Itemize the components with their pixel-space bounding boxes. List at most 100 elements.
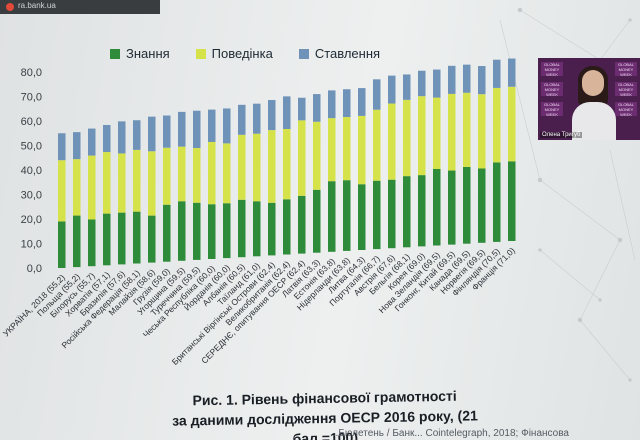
bar-segment-behaviour — [388, 103, 396, 180]
bar-segment-attitude — [328, 90, 336, 119]
bar-segment-behaviour — [118, 153, 126, 213]
bar-segment-behaviour — [58, 160, 66, 222]
tab-label: ra.bank.ua — [18, 1, 56, 10]
bar-segment-behaviour — [208, 141, 216, 205]
speaker-image — [572, 66, 616, 140]
bar-segment-behaviour — [433, 97, 441, 169]
bar-segment-knowledge — [478, 168, 486, 243]
bar-segment-attitude — [133, 120, 141, 150]
bar-segment-knowledge — [163, 204, 171, 262]
bar-segment-knowledge — [268, 202, 276, 256]
legend-label: Ставлення — [314, 46, 381, 61]
bar-segment-knowledge — [403, 176, 411, 248]
bar-segment-behaviour — [328, 118, 336, 182]
legend-label: Знання — [126, 46, 170, 61]
y-tick-label: 80,0 — [21, 67, 42, 79]
legend-swatch-behaviour — [195, 48, 206, 59]
bar-segment-attitude — [103, 124, 111, 153]
video-thumbnail[interactable]: GLOBAL MONEY WEEK GLOBAL MONEY WEEK GLOB… — [538, 58, 640, 140]
browser-tab-bar: ra.bank.ua — [0, 0, 160, 14]
bar-segment-attitude — [238, 104, 246, 135]
logo-tile: GLOBAL MONEY WEEK — [615, 82, 637, 97]
bar-segment-attitude — [58, 133, 66, 161]
bar-segment-knowledge — [73, 215, 81, 268]
bar-segment-behaviour — [253, 133, 261, 202]
bar-segment-behaviour — [283, 129, 291, 200]
bar-segment-attitude — [403, 74, 411, 100]
bar-segment-behaviour — [478, 94, 486, 169]
y-tick-label: 50,0 — [21, 141, 42, 153]
bar-segment-behaviour — [493, 87, 501, 163]
bar-segment-knowledge — [118, 212, 126, 265]
bar-segment-knowledge — [463, 166, 471, 244]
bar-segment-knowledge — [208, 204, 216, 259]
y-tick-label: 30,0 — [21, 190, 42, 202]
bar-segment-knowledge — [298, 195, 306, 254]
logo-tile: GLOBAL MONEY WEEK — [541, 102, 563, 117]
bar-segment-behaviour — [148, 151, 156, 216]
logo-tile: GLOBAL MONEY WEEK — [541, 62, 563, 77]
bar-segment-attitude — [178, 111, 186, 147]
bar-segment-attitude — [208, 109, 216, 142]
logo-tile: GLOBAL MONEY WEEK — [615, 102, 637, 117]
bar-segment-knowledge — [493, 162, 501, 242]
bar-segment-behaviour — [373, 109, 381, 181]
bar-segment-attitude — [478, 66, 486, 95]
bar-segment-knowledge — [238, 199, 246, 258]
bar-segment-behaviour — [313, 121, 321, 190]
bar-segment-attitude — [508, 58, 516, 87]
bar-segment-behaviour — [73, 159, 81, 216]
bar-segment-behaviour — [223, 143, 231, 204]
bar-segment-knowledge — [88, 219, 96, 267]
chart-legend: Знання Поведінка Ставлення — [110, 46, 380, 61]
bar-segment-knowledge — [328, 181, 336, 252]
bar-segment-behaviour — [298, 120, 306, 196]
bar-segment-attitude — [358, 88, 366, 116]
bar-segment-behaviour — [268, 130, 276, 203]
bar-segment-behaviour — [403, 99, 411, 177]
y-tick-label: 40,0 — [21, 165, 42, 177]
bar-segment-attitude — [448, 65, 456, 94]
bar-segment-behaviour — [178, 146, 186, 202]
bar-segment-knowledge — [508, 161, 516, 241]
bar-segment-knowledge — [388, 179, 396, 249]
bar-segment-behaviour — [448, 93, 456, 171]
y-tick-label: 70,0 — [21, 92, 42, 104]
bar-segment-behaviour — [463, 92, 471, 167]
bar-segment-knowledge — [313, 189, 321, 253]
bar-segment-attitude — [298, 97, 306, 121]
bar-segment-knowledge — [58, 221, 66, 268]
bar-segment-knowledge — [223, 203, 231, 259]
caption-line-1: Рис. 1. Рівень фінансової грамотності — [192, 387, 457, 409]
bar-segment-knowledge — [448, 170, 456, 245]
bar-segment-attitude — [253, 103, 261, 134]
bar-segment-behaviour — [418, 96, 426, 176]
bar-segment-knowledge — [343, 180, 351, 251]
logo-tile: GLOBAL MONEY WEEK — [541, 82, 563, 97]
bar-segment-knowledge — [358, 184, 366, 250]
bar-segment-attitude — [463, 64, 471, 93]
bar-segment-attitude — [373, 79, 381, 110]
bar-segment-attitude — [433, 69, 441, 98]
bar-segment-behaviour — [103, 152, 111, 214]
bar-segment-attitude — [493, 59, 501, 88]
bar-segment-attitude — [193, 110, 201, 149]
bar-segment-behaviour — [238, 134, 246, 200]
bar-segment-attitude — [268, 100, 276, 131]
bar-segment-knowledge — [283, 199, 291, 255]
record-icon — [6, 3, 14, 11]
bar-segment-knowledge — [178, 201, 186, 261]
bar-segment-attitude — [88, 128, 96, 156]
legend-item-knowledge: Знання — [110, 46, 170, 61]
bar-segment-knowledge — [148, 215, 156, 263]
cut-off-footer-text: ...Бюлетень / Банк... Cointelegraph, 201… — [330, 428, 569, 439]
speaker-name: Олена Тригуб — [540, 132, 583, 138]
logo-tile: GLOBAL MONEY WEEK — [615, 62, 637, 77]
bar-segment-behaviour — [508, 86, 516, 162]
bar-segment-knowledge — [373, 180, 381, 250]
bar-segment-knowledge — [418, 175, 426, 247]
bar-segment-attitude — [283, 96, 291, 129]
y-tick-label: 20,0 — [21, 214, 42, 226]
